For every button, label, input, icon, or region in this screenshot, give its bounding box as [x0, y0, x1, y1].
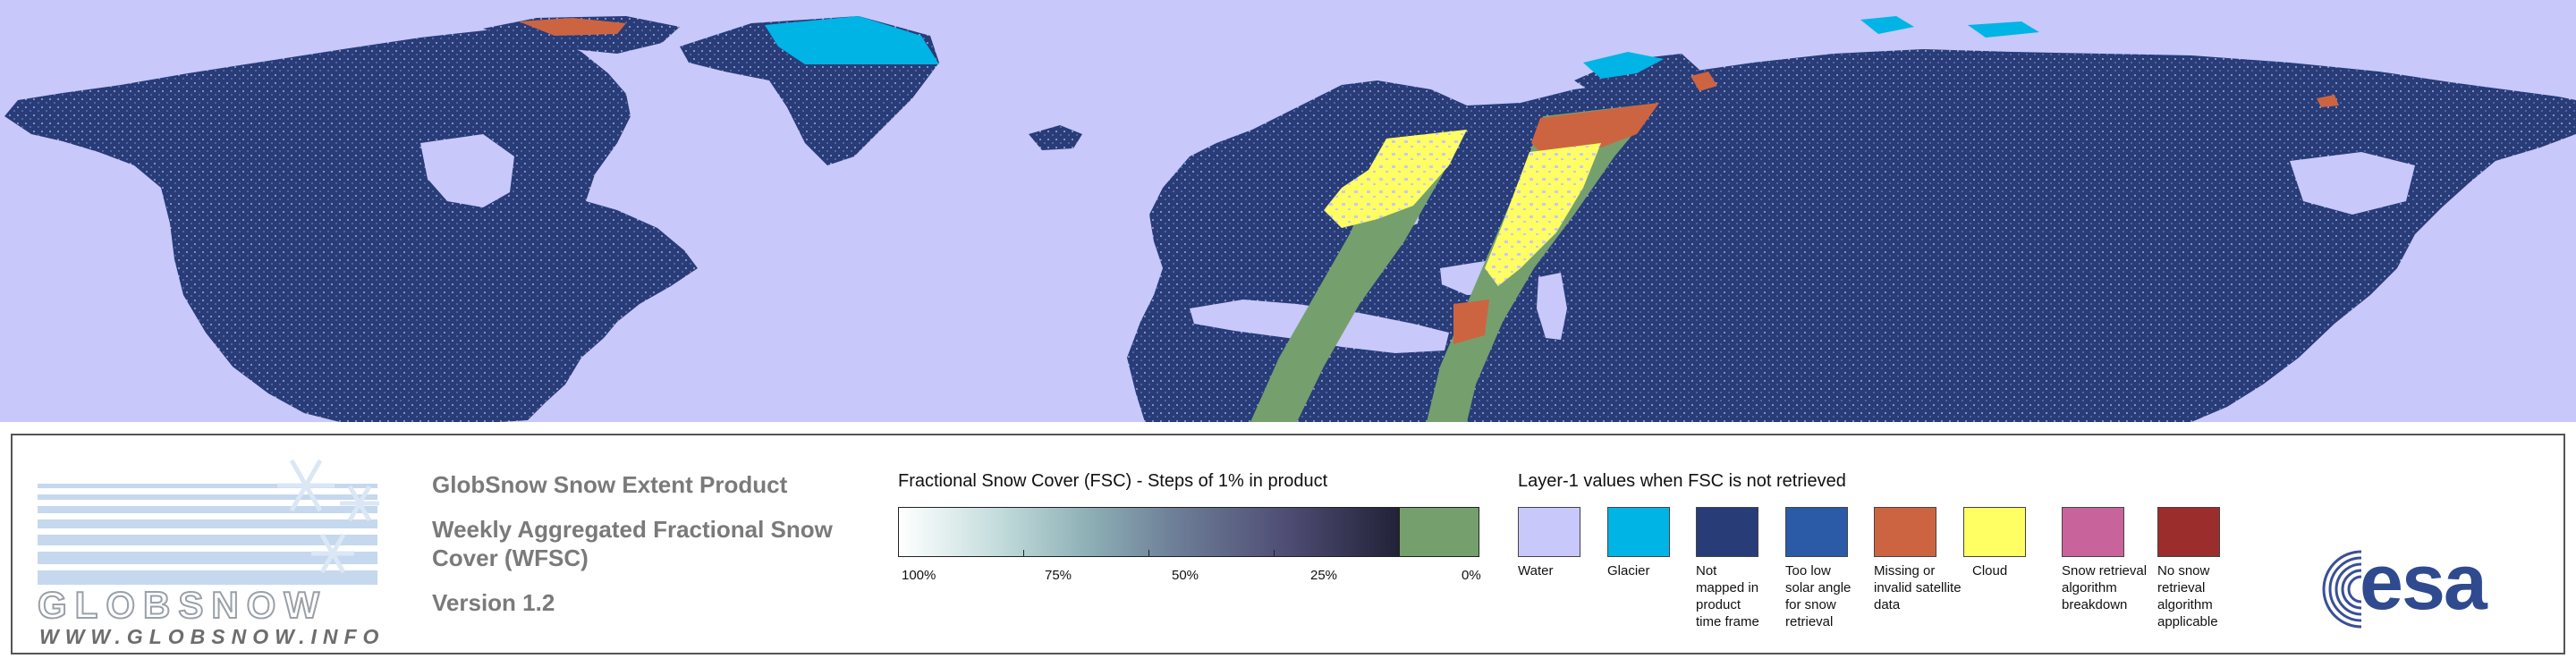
globsnow-website: WWW.GLOBSNOW.INFO [39, 625, 386, 648]
fsc-legend-title: Fractional Snow Cover (FSC) - Steps of 1… [898, 471, 1328, 491]
layer1-legend-title: Layer-1 values when FSC is not retrieved [1518, 471, 1846, 491]
esa-swirl-icon [2322, 546, 2406, 636]
swatch-breakdown [2062, 507, 2124, 557]
snow-cover-map [0, 0, 2576, 422]
swatch-no-snow-retrieval [2157, 507, 2220, 557]
swatch-missing-label: Missing or invalid satellite data [1874, 563, 1962, 612]
product-subtitle-line1: Weekly Aggregated Fractional Snow [432, 516, 833, 543]
fsc-tick [1023, 550, 1024, 557]
swatch-too-low-solar-label: Too low solar angle for snow retrieval [1785, 563, 1852, 629]
globsnow-wordmark: GLOBSNOW [37, 583, 327, 627]
snowflake-stripes-graphic [38, 459, 379, 585]
sea-of-okhotsk [2290, 152, 2415, 215]
swatch-water-label: Water [1518, 563, 1554, 578]
fsc-tick-label: 25% [1310, 568, 1338, 583]
product-version: Version 1.2 [432, 589, 555, 616]
fsc-tick [1148, 550, 1149, 557]
fsc-tick [1274, 550, 1275, 557]
layer1-legend: Water Glacier Not mapped in product time… [1518, 507, 2269, 641]
swatch-missing [1874, 507, 1936, 557]
fsc-tick-label: 50% [1172, 568, 1199, 583]
esa-logo: esa [2302, 537, 2544, 636]
fsc-tick-label: 0% [1462, 568, 1481, 583]
swath-1-cloud [1324, 130, 1467, 228]
swatch-glacier [1607, 507, 1670, 557]
glacier-area [765, 16, 939, 64]
swatch-no-snow-retrieval-label: No snow retrieval algorithm applicable [2157, 563, 2218, 629]
hudson-bay [420, 134, 514, 207]
missing-data-patch [1690, 72, 1717, 91]
novaya-zemlya [1574, 54, 1699, 98]
swath-2-missing [1531, 103, 1659, 159]
caspian-sea [1537, 273, 1567, 340]
swatch-not-mapped-label: Not mapped in product time frame [1696, 563, 1759, 629]
swatch-water [1518, 507, 1580, 557]
glacier-patch [1583, 52, 1664, 79]
swath-2-missing [1453, 300, 1489, 344]
fsc-zero-swatch [1399, 507, 1479, 557]
swatch-too-low-solar [1785, 507, 1848, 557]
esa-wordmark: esa [2360, 537, 2487, 626]
great-britain [1199, 170, 1243, 228]
satellite-swath-2 [1427, 103, 1659, 422]
swatch-breakdown-label: Snow retrieval algorithm breakdown [2062, 563, 2148, 612]
swatch-cloud [1963, 507, 2026, 557]
fsc-tick-label: 100% [902, 568, 936, 583]
swatch-cloud-label: Cloud [1972, 563, 2008, 578]
missing-data-patch [2317, 95, 2339, 107]
legend-panel: GLOBSNOW WWW.GLOBSNOW.INFO GlobSnow Snow… [11, 434, 2565, 654]
north-america-landmass [4, 29, 698, 422]
fsc-tick-label: 75% [1045, 568, 1072, 583]
product-title: GlobSnow Snow Extent Product [432, 471, 788, 498]
swatch-glacier-label: Glacier [1607, 563, 1650, 578]
swatch-not-mapped [1696, 507, 1758, 557]
product-subtitle-line2: Cover (WFSC) [432, 545, 589, 571]
missing-data-patch [519, 18, 626, 36]
iceland [1029, 125, 1082, 150]
glacier-patch [1860, 16, 1914, 34]
swath-2-cloud [1485, 143, 1601, 286]
globsnow-logo: GLOBSNOW WWW.GLOBSNOW.INFO [37, 448, 395, 648]
glacier-patch [1968, 21, 2039, 38]
